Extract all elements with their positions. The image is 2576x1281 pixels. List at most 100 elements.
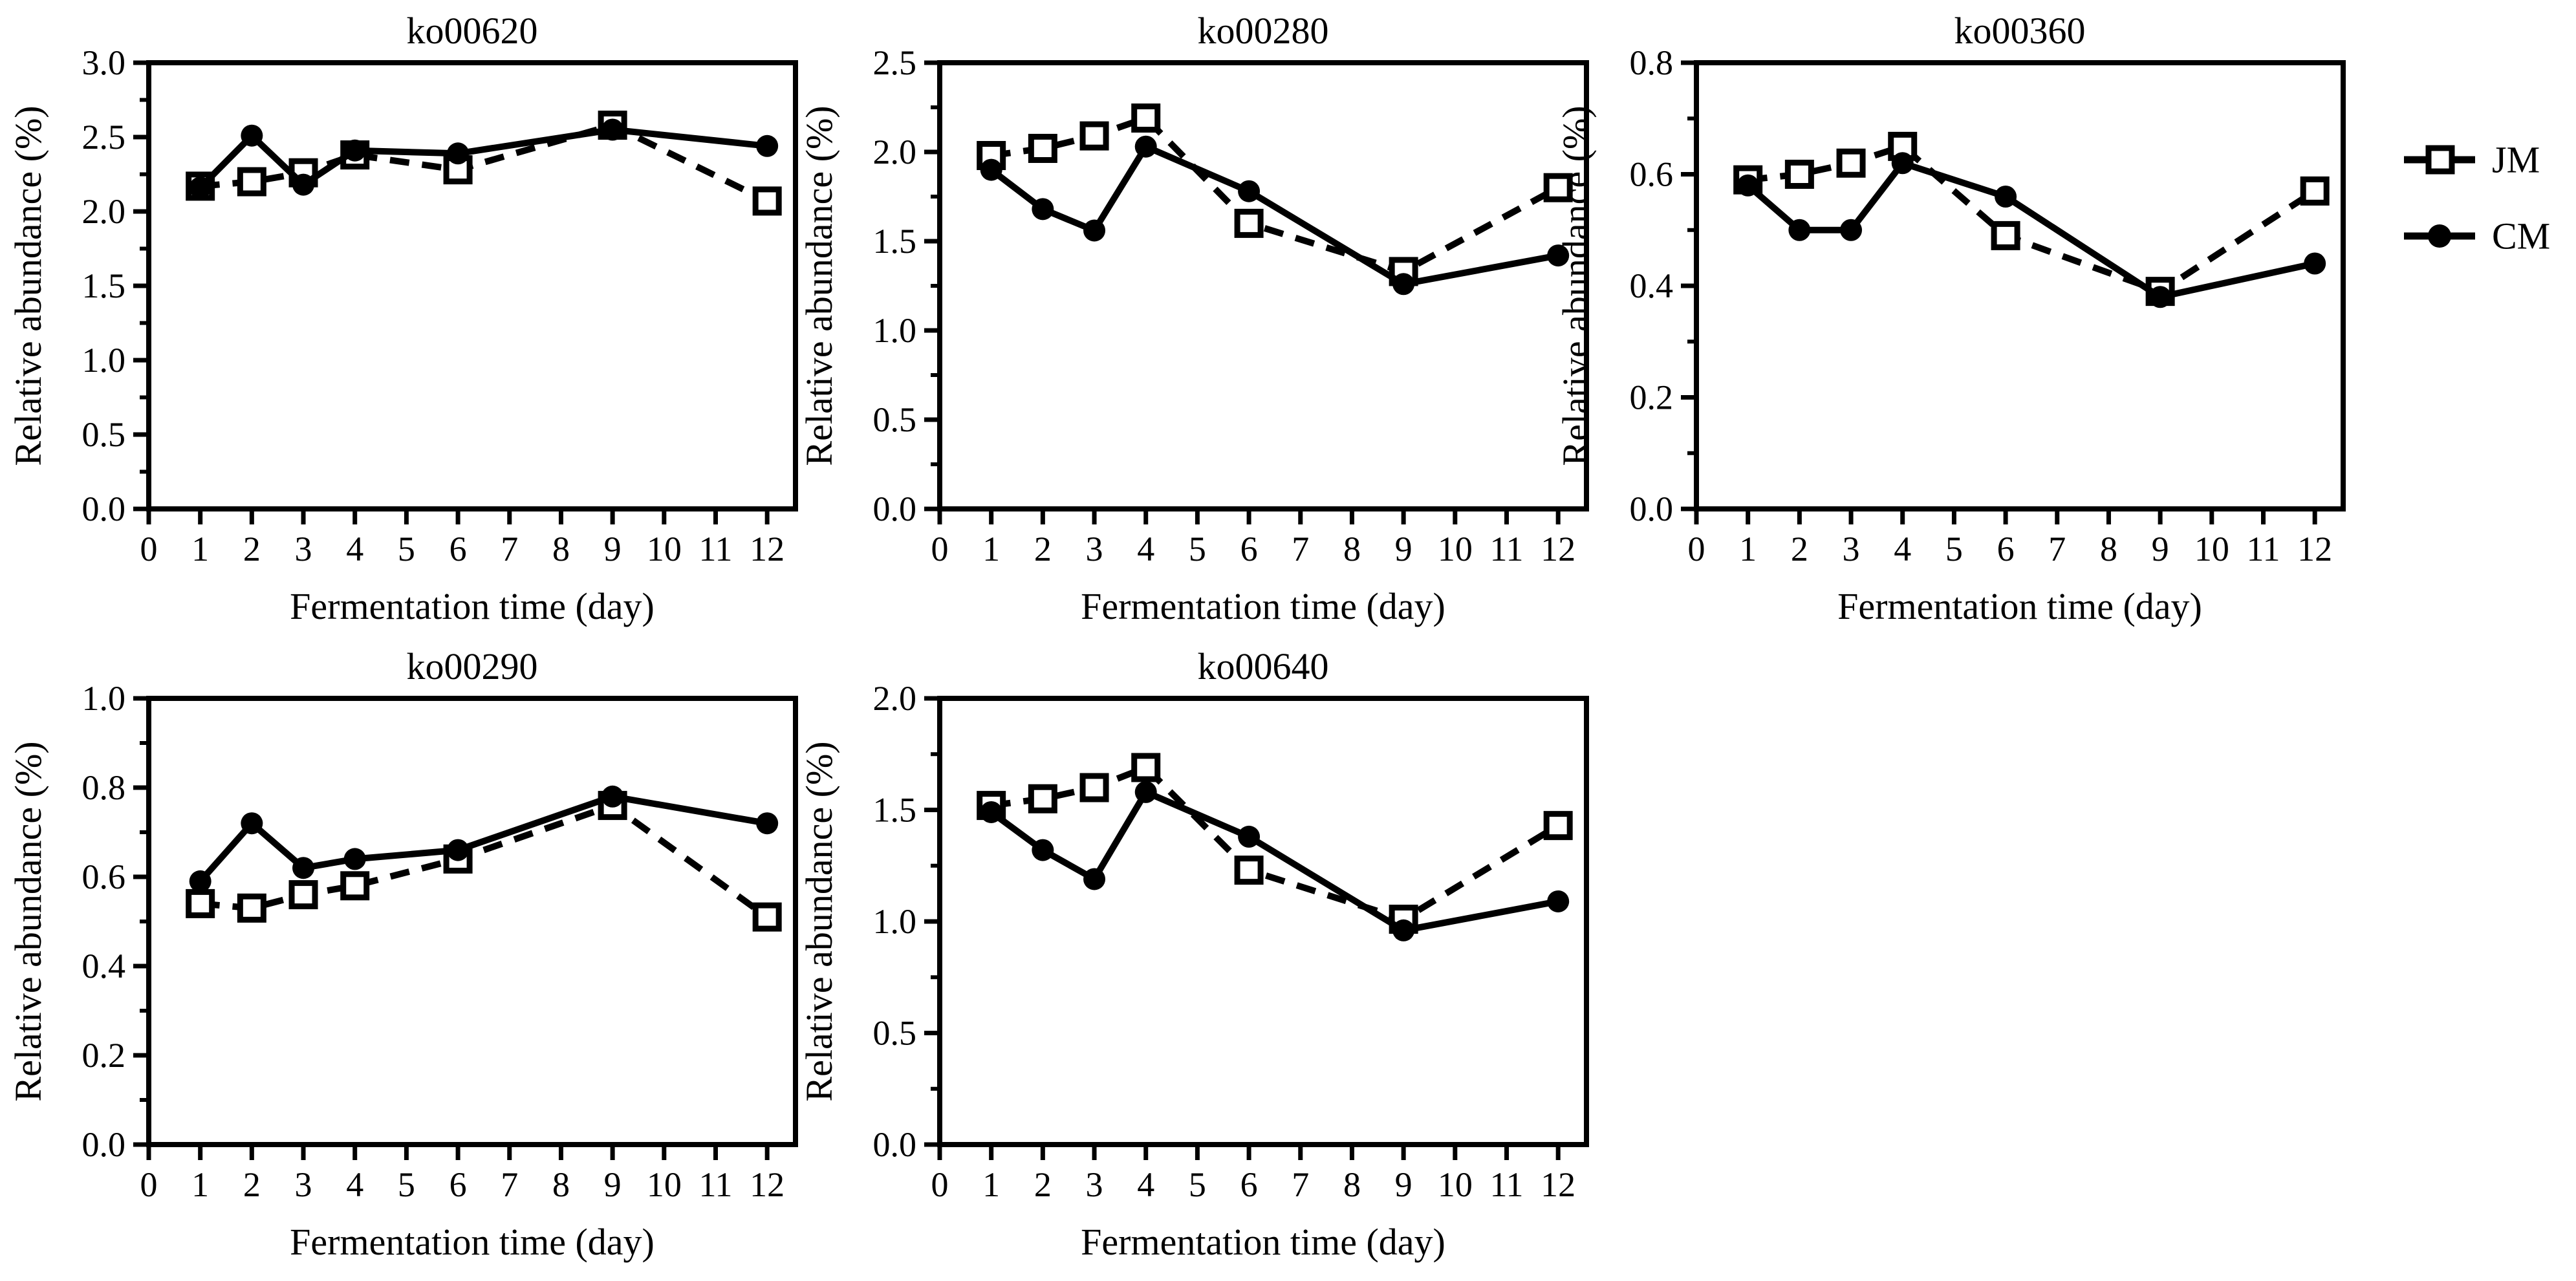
x-tick-label: 1 [191,1165,209,1204]
data-point-open-square [1836,148,1866,178]
series-cm [980,780,1570,942]
open-square-marker-icon [2425,145,2455,175]
y-tick-label: 0.5 [873,1014,917,1053]
data-point-open-square [1028,784,1057,813]
y-tick-label: 0.2 [1630,378,1674,417]
x-tick-label: 2 [1034,1165,1052,1204]
data-point-filled-circle [447,142,470,165]
x-axis: 0 1 2 3 4 5 6 7 8 9 10 11 12 [931,509,1575,568]
x-tick-label: 1 [1739,530,1757,568]
data-point-filled-circle [292,857,315,879]
data-point-filled-circle [1547,244,1570,267]
data-point-filled-circle [1083,219,1106,242]
y-tick-label: 0.5 [873,400,917,439]
x-tick-label: 6 [1240,530,1258,568]
x-tick-label: 1 [982,1165,1000,1204]
x-tick-label: 4 [1137,1165,1154,1204]
data-point-filled-circle [1547,890,1570,912]
y-tick-label: 0.8 [1630,43,1674,82]
x-tick-label: 12 [750,1165,785,1204]
data-point-filled-circle [1134,780,1157,803]
line-chart-ko00620: ko00620 Relative abundance (%) Fermentatio… [10,8,818,645]
x-tick-label: 5 [398,1165,415,1204]
data-point-open-square [1234,856,1264,885]
data-point-filled-circle [1840,219,1863,241]
y-axis-label: Relative abundance (%) [801,741,840,1101]
y-tick-label: 2.0 [873,133,917,171]
x-tick-label: 12 [750,530,785,568]
x-tick-label: 6 [1997,530,2015,568]
series-line [989,788,1559,934]
data-point-open-square [1543,811,1573,841]
data-point-filled-circle [343,848,366,870]
x-tick-label: 0 [931,530,949,568]
data-point-filled-circle [241,124,263,147]
y-tick-label: 1.0 [873,311,917,350]
x-tick-label: 10 [1438,530,1473,568]
x-tick-label: 12 [1541,530,1575,568]
data-point-filled-circle [601,118,624,141]
y-axis: 0.0 0.2 0.4 0.6 0.8 1.0 [82,679,149,1164]
chart-title: ko00620 [407,10,538,52]
y-tick-label: 0.0 [873,1125,917,1164]
data-point-open-square [752,186,782,216]
series-line [990,114,1560,275]
data-point-filled-circle [1032,198,1054,221]
x-tick-label: 3 [295,530,312,568]
data-point-open-square [288,880,318,910]
data-point-open-square [1784,160,1814,189]
chart-canvas: ko00280 Relative abundance (%) Fermentatio… [801,10,1589,627]
y-tick-label: 0.2 [82,1036,126,1075]
series-jm [977,753,1573,934]
x-tick-label: 11 [698,530,732,568]
data-point-filled-circle [1995,186,2017,208]
y-axis-label: Relative abundance (%) [10,105,49,466]
y-axis-label: Relative abundance (%) [10,741,49,1101]
data-point-filled-circle [189,870,211,892]
y-tick-label: 2.5 [873,43,917,82]
x-tick-label: 8 [1343,1165,1361,1204]
chart-title: ko00360 [1954,10,2086,52]
x-tick-label: 3 [1086,530,1103,568]
legend: JM CM [2404,139,2550,257]
x-axis-label: Fermentation time (day) [1081,1221,1445,1263]
x-tick-label: 8 [1343,530,1361,568]
x-tick-label: 6 [449,1165,467,1204]
x-tick-label: 10 [1438,1165,1473,1204]
chart-canvas: ko00620 Relative abundance (%) Fermentatio… [10,10,798,627]
y-tick-label: 0.8 [82,768,126,807]
x-tick-label: 9 [2152,530,2169,568]
series-cm [189,785,779,892]
series-jm [977,103,1573,286]
x-tick-label: 5 [398,530,415,568]
line-chart-ko00280: ko00280 Relative abundance (%) Fermentatio… [801,8,1609,645]
data-point-filled-circle [1737,174,1759,197]
x-axis: 0 1 2 3 4 5 6 7 8 9 10 11 12 [140,509,785,568]
filled-circle-marker-icon [2428,224,2451,248]
x-tick-label: 6 [449,530,467,568]
data-point-open-square [1131,103,1161,133]
x-tick-label: 9 [604,1165,622,1204]
x-tick-label: 8 [552,1165,570,1204]
x-tick-label: 2 [1034,530,1052,568]
x-tick-label: 7 [501,1165,518,1204]
data-point-filled-circle [2304,252,2326,275]
y-tick-label: 1.5 [873,791,917,830]
y-tick-label: 1.0 [82,679,126,718]
y-tick-label: 0.0 [873,490,917,528]
data-point-open-square [1991,221,2020,250]
y-tick-label: 0.6 [82,857,126,896]
data-point-filled-circle [1788,219,1811,241]
data-point-filled-circle [1238,825,1261,848]
x-tick-label: 10 [647,1165,682,1204]
series-line [197,793,768,884]
series-jm [186,791,782,932]
y-tick-label: 0.4 [1630,266,1674,305]
y-tick-label: 2.5 [82,118,126,156]
data-point-filled-circle [980,158,1002,181]
plot-frame [937,60,1589,511]
data-point-filled-circle [343,139,366,162]
x-axis-label: Fermentation time (day) [1837,585,2202,627]
x-axis: 0 1 2 3 4 5 6 7 8 9 10 11 12 [140,1145,785,1204]
x-tick-label: 7 [1292,1165,1309,1204]
